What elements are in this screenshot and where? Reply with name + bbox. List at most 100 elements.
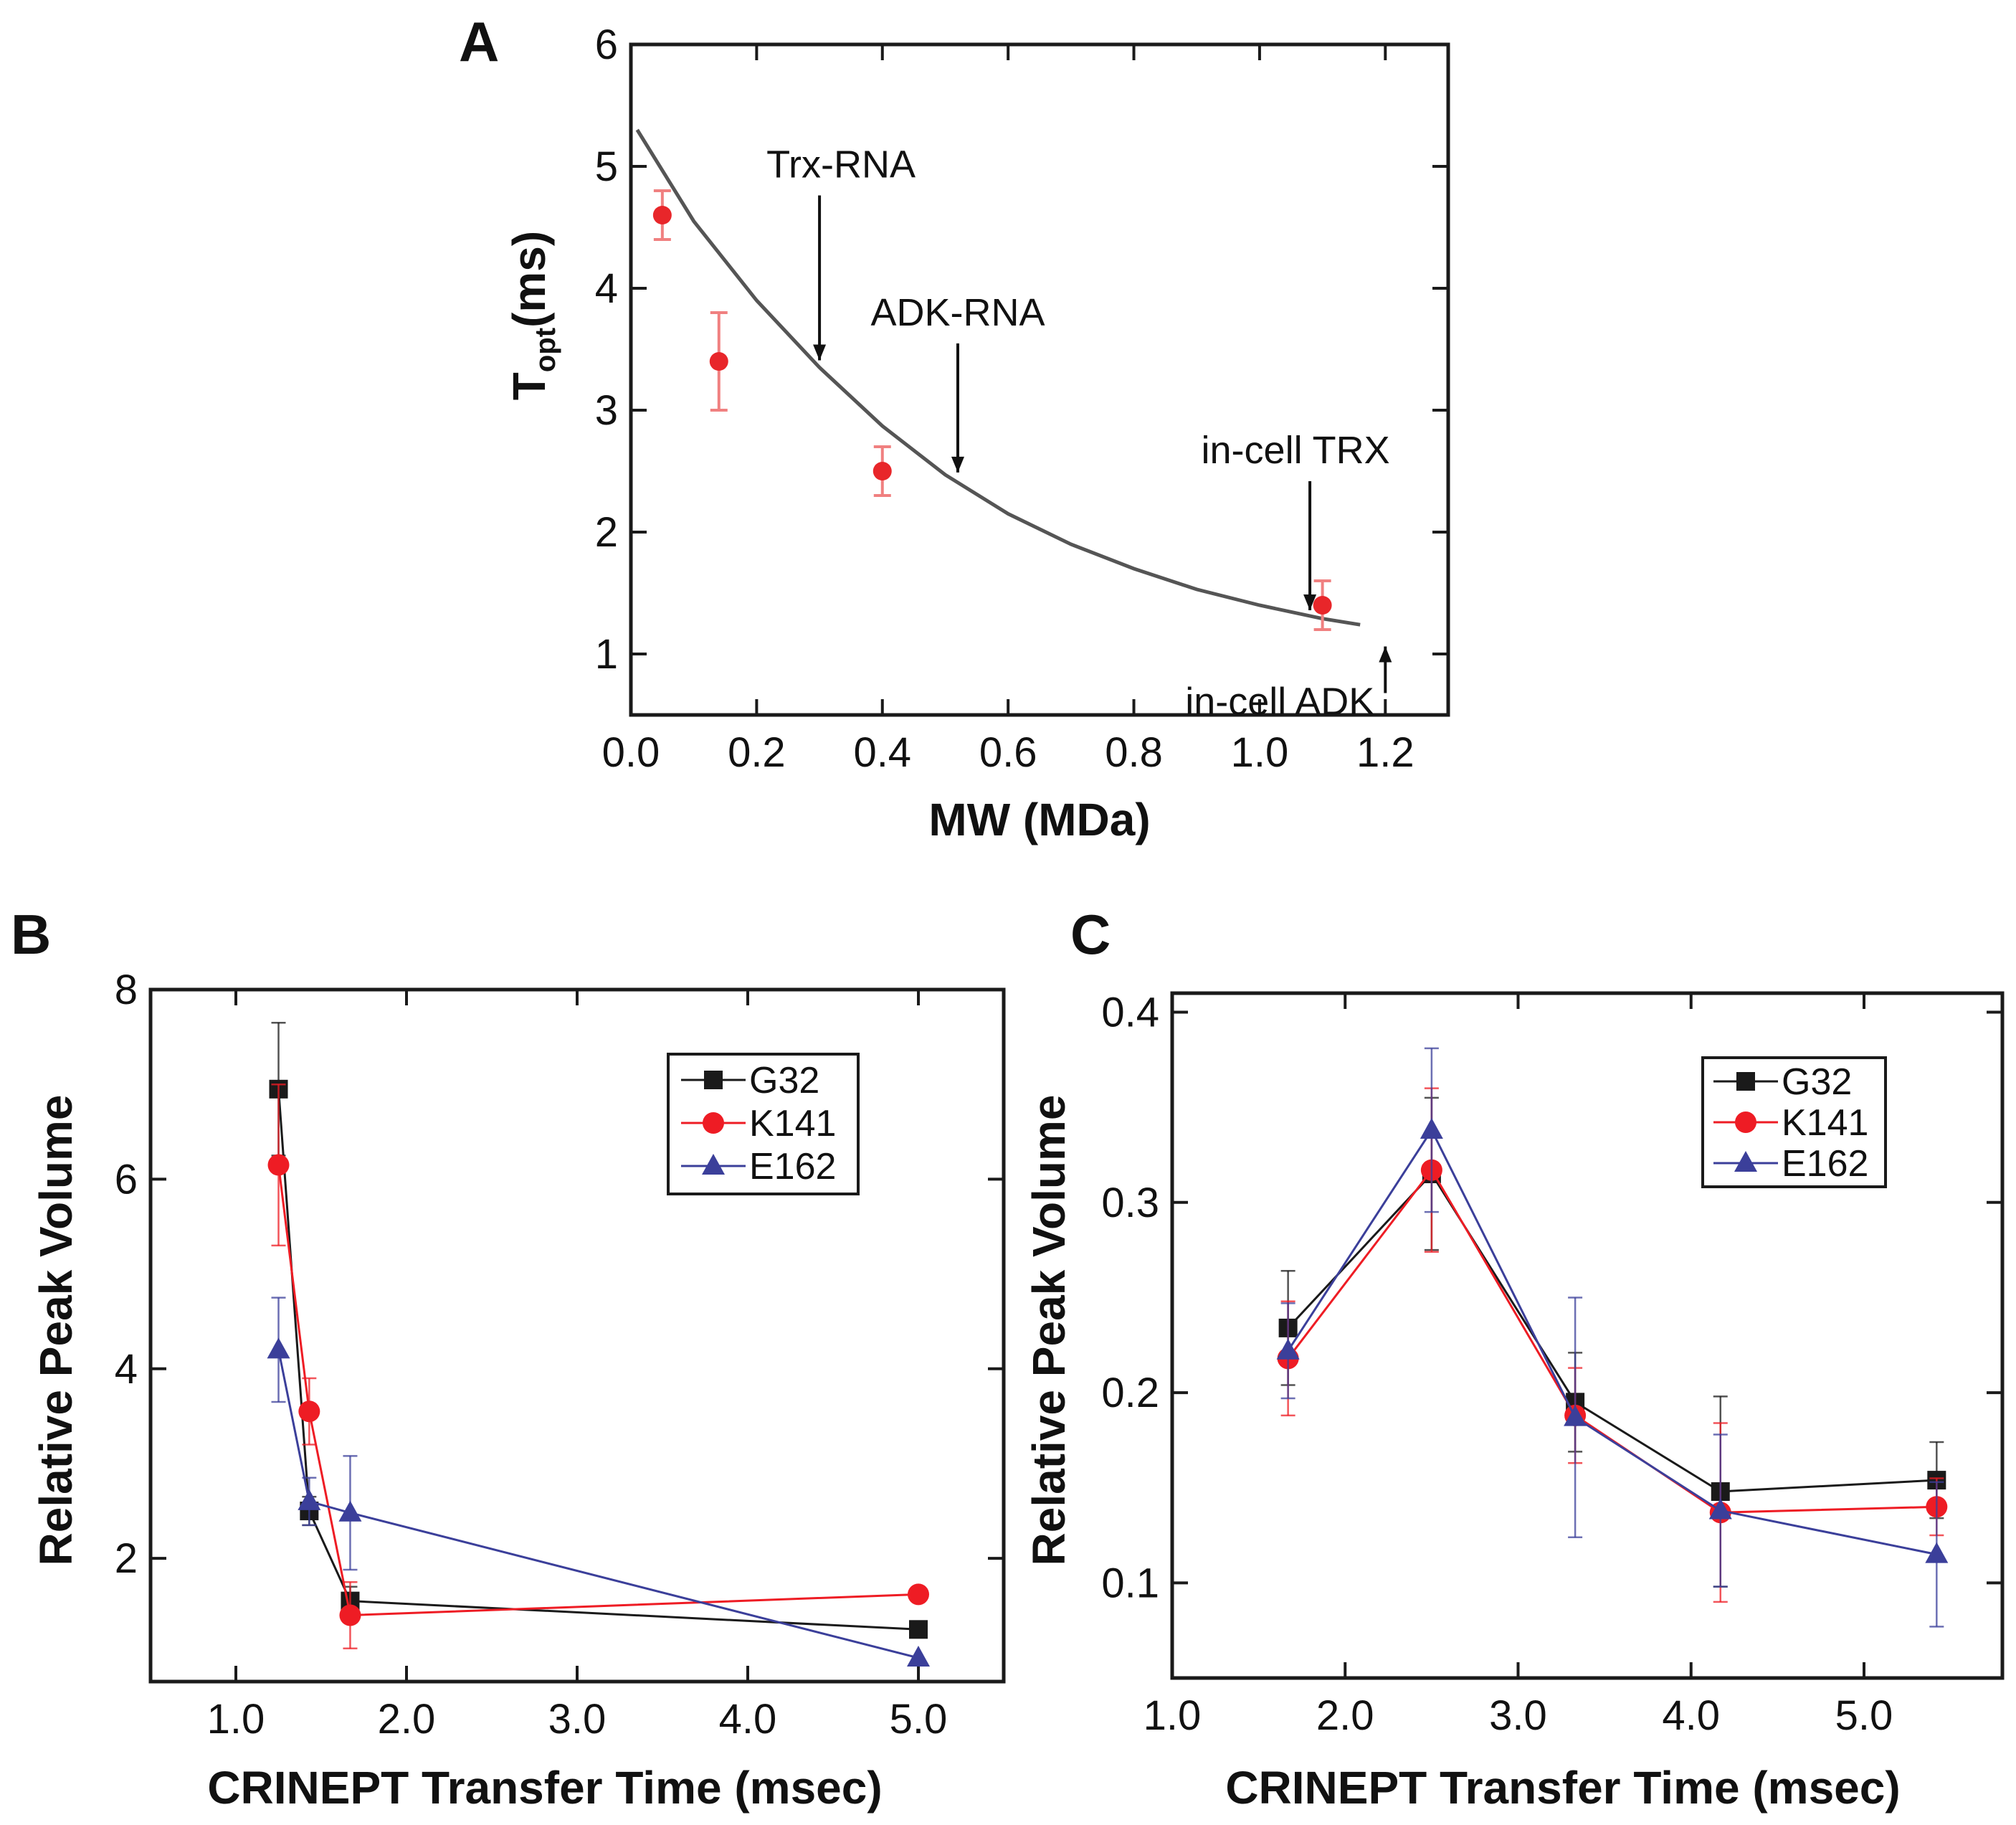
- panel-a-x-tick-label: 0.0: [602, 729, 660, 776]
- panel-a-y-tick-label: 6: [595, 22, 618, 68]
- panel-b-y-tick-label: 8: [115, 967, 138, 1013]
- panel-a-plot-frame: [629, 42, 1450, 717]
- panel-a-x-axis: 0.0 0.2 0.4 0.6 0.8 1.0 1.2: [602, 44, 1414, 776]
- panel-a-annotation-arrowhead: [951, 456, 964, 473]
- panel-c-y-tick-label: 0.4: [1101, 990, 1159, 1036]
- panel-a-x-tick-label: 0.8: [1105, 729, 1163, 776]
- panel-a-data-point: [873, 462, 892, 480]
- panel-b-legend-marker: [703, 1112, 724, 1134]
- panel-b-data-point: [908, 1583, 929, 1606]
- panel-c-legend-label: G32: [1782, 1061, 1852, 1103]
- panel-b-y-tick-label: 4: [115, 1346, 138, 1393]
- panel-c-series-line: [1287, 1127, 1937, 1556]
- panel-b-series-line: [277, 1350, 919, 1659]
- panel-c-legend-label: K141: [1782, 1102, 1868, 1144]
- panel-b-x-tick-label: 3.0: [548, 1696, 607, 1743]
- panel-b-y-axis-title: Relative Peak Volume: [30, 1095, 82, 1566]
- panel-b-x-tick-label: 4.0: [719, 1696, 777, 1743]
- panel-a: A 0.0 0.2 0.4 0.6 0.8 1.0 1.2 1 2 3 4 5 6 Trx-RNA AD…: [459, 10, 1450, 845]
- panel-c-x-axis: 1.0 2.0 3.0 4.0 5.0: [1143, 993, 1893, 1739]
- panel-c-plot-frame: [1170, 991, 2005, 1680]
- panel-b-series-e162: [267, 1297, 930, 1667]
- panel-c-x-tick-label: 4.0: [1662, 1692, 1720, 1739]
- panel-c-x-tick-label: 1.0: [1143, 1692, 1202, 1739]
- panel-b-x-axis-title: CRINEPT Transfer Time (msec): [207, 1762, 882, 1814]
- panel-a-annotations: Trx-RNA ADK-RNA in-cell TRX in-cell ADK: [766, 143, 1392, 724]
- panel-a-data-point: [652, 206, 672, 224]
- panel-a-annotation-label: in-cell TRX: [1202, 429, 1390, 472]
- panel-b-y-tick-label: 2: [115, 1535, 138, 1582]
- panel-b-legend-label: G32: [749, 1060, 819, 1101]
- panel-c-series: [1276, 1047, 1949, 1628]
- panel-a-y-tick-label: 5: [595, 143, 618, 190]
- panel-c-data-point: [1708, 1498, 1732, 1520]
- panel-c-y-axis-title: Relative Peak Volume: [1023, 1095, 1075, 1566]
- panel-b-series-line: [277, 1165, 919, 1617]
- panel-a-x-tick-label: 0.4: [853, 729, 911, 776]
- panel-a-y-axis-title-main: T: [503, 372, 555, 400]
- panel-c-data-point: [1925, 1542, 1949, 1563]
- panel-a-x-tick-label: 1.0: [1231, 729, 1289, 776]
- panel-b-legend-marker: [704, 1071, 723, 1089]
- panel-a-x-axis-title: MW (MDa): [928, 794, 1150, 845]
- panel-a-letter: A: [459, 10, 499, 73]
- panel-a-y-axis: 1 2 3 4 5 6: [595, 22, 1448, 678]
- panel-c-x-axis-title: CRINEPT Transfer Time (msec): [1225, 1762, 1900, 1814]
- panel-a-x-tick-label: 1.2: [1356, 729, 1414, 776]
- panel-b-legend-label: K141: [749, 1103, 836, 1144]
- panel-c-data-point: [1420, 1118, 1443, 1139]
- panel-b-y-axis: 2 4 6 8: [115, 967, 1004, 1582]
- panel-a-data-point: [1313, 596, 1332, 615]
- panel-a-y-tick-label: 2: [595, 509, 618, 556]
- panel-b-series-line: [277, 1089, 919, 1631]
- panel-a-annotation-arrowhead: [813, 344, 827, 361]
- panel-a-x-tick-label: 0.6: [979, 729, 1037, 776]
- panel-a-y-tick-label: 4: [595, 265, 618, 312]
- panel-c-series-line: [1287, 1168, 1937, 1514]
- panel-b-data-point: [909, 1620, 928, 1639]
- panel-a-fit-curve: [635, 128, 1361, 627]
- panel-c-series-line: [1287, 1172, 1937, 1493]
- panel-a-annotation-label: in-cell ADK: [1185, 681, 1374, 724]
- panel-b-letter: B: [11, 903, 51, 966]
- panel-a-data-points: [652, 189, 1332, 631]
- panel-a-y-tick-label: 1: [595, 631, 618, 678]
- panel-a-y-axis-title-unit: (ms): [503, 231, 555, 328]
- panel-b-x-tick-label: 1.0: [207, 1696, 265, 1743]
- panel-a-y-tick-label: 3: [595, 387, 618, 434]
- panel-c-y-tick-label: 0.1: [1101, 1560, 1159, 1606]
- panel-a-x-tick-label: 0.2: [728, 729, 786, 776]
- panel-c-x-tick-label: 2.0: [1316, 1692, 1374, 1739]
- panel-c-legend-marker: [1736, 1072, 1755, 1091]
- panel-c-y-tick-label: 0.3: [1101, 1180, 1159, 1226]
- panel-b-data-point: [267, 1337, 290, 1359]
- panel-c-x-tick-label: 5.0: [1835, 1692, 1893, 1739]
- panel-c-x-tick-label: 3.0: [1489, 1692, 1547, 1739]
- panel-b-series-k141: [267, 1083, 929, 1649]
- panel-c-data-point: [1276, 1338, 1300, 1360]
- panel-b-data-point: [298, 1489, 321, 1510]
- panel-b-data-point: [338, 1500, 362, 1522]
- panel-a-data-point: [709, 352, 728, 371]
- panel-b-x-tick-label: 2.0: [378, 1696, 436, 1743]
- panel-c-legend-marker: [1735, 1111, 1756, 1133]
- panel-b-data-point: [267, 1154, 290, 1176]
- panel-b-data-point: [339, 1604, 361, 1626]
- panel-c-series-e162: [1276, 1047, 1949, 1628]
- panel-b-legend-label: E162: [749, 1146, 836, 1188]
- panel-a-y-axis-title-subscript: opt: [530, 328, 561, 372]
- panel-c-letter: C: [1070, 903, 1111, 966]
- panel-a-annotation-label: ADK-RNA: [870, 291, 1045, 334]
- panel-b-x-tick-label: 5.0: [890, 1696, 948, 1743]
- panel-c-y-axis: 0.1 0.2 0.3 0.4: [1101, 990, 2002, 1606]
- panel-b-data-point: [907, 1645, 930, 1667]
- panel-c-y-tick-label: 0.2: [1101, 1370, 1159, 1416]
- panel-a-annotation-arrowhead: [1303, 594, 1317, 610]
- panel-b-legend-marker: [702, 1154, 725, 1175]
- panel-a-annotation-arrowhead: [1379, 646, 1392, 663]
- panel-c-legend-marker: [1734, 1151, 1757, 1172]
- panel-b-y-tick-label: 6: [115, 1156, 138, 1203]
